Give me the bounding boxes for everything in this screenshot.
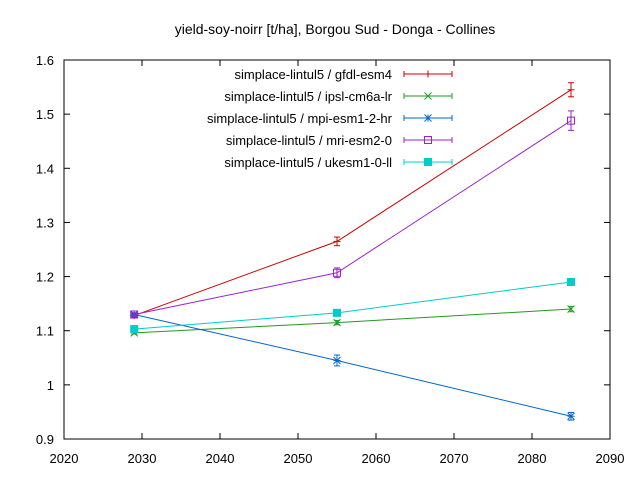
marker-filled-square bbox=[333, 308, 341, 317]
x-tick-label: 2090 bbox=[596, 451, 625, 466]
x-tick-2070: 2070 bbox=[440, 60, 469, 466]
x-tick-label: 2040 bbox=[206, 451, 235, 466]
series-4 bbox=[130, 110, 575, 319]
marker-box bbox=[567, 277, 575, 286]
y-tick-label: 1.1 bbox=[36, 324, 54, 339]
chart-title: yield-soy-noirr [t/ha], Borgou Sud - Don… bbox=[175, 21, 496, 37]
series-layer bbox=[130, 82, 575, 421]
y-tick-1.3: 1.3 bbox=[36, 215, 610, 230]
marker-filled-square bbox=[567, 277, 575, 286]
axes: 2020 2030 2040 2050 2060 2070 2080 2090 0.9 1 1.1 1… bbox=[36, 53, 625, 466]
marker-box bbox=[424, 158, 432, 166]
marker-stroke bbox=[424, 114, 432, 122]
x-tick-2090: 2090 bbox=[596, 60, 625, 466]
marker-box bbox=[333, 268, 341, 277]
x-tick-label: 2060 bbox=[362, 451, 391, 466]
marker-plus bbox=[567, 86, 575, 94]
x-tick-2040: 2040 bbox=[206, 60, 235, 466]
data-point bbox=[333, 308, 341, 317]
x-tick-label: 2070 bbox=[440, 451, 469, 466]
y-tick-1.6: 1.6 bbox=[36, 53, 610, 68]
legend-label: simplace-lintul5 / mri-esm2-0 bbox=[226, 133, 392, 148]
x-tick-2020: 2020 bbox=[50, 60, 79, 466]
data-point bbox=[333, 267, 341, 279]
marker-star bbox=[567, 412, 575, 421]
marker-cross bbox=[424, 92, 432, 100]
series-line bbox=[134, 313, 572, 417]
marker-stroke bbox=[567, 412, 575, 421]
legend-label: simplace-lintul5 / ukesm1-0-ll bbox=[224, 155, 392, 170]
x-tick-2060: 2060 bbox=[362, 60, 391, 466]
legend-entry-3: simplace-lintul5 / mpi-esm1-2-hr bbox=[207, 111, 453, 126]
series-2 bbox=[130, 305, 575, 337]
marker-filled-square bbox=[424, 158, 432, 166]
y-tick-label: 1.5 bbox=[36, 107, 54, 122]
marker-plus bbox=[424, 70, 432, 78]
x-tick-label: 2080 bbox=[518, 451, 547, 466]
y-tick-label: 1.6 bbox=[36, 53, 54, 68]
legend-entry-2: simplace-lintul5 / ipsl-cm6a-lr bbox=[224, 89, 453, 104]
plot-area bbox=[63, 59, 611, 440]
marker-box bbox=[130, 310, 139, 319]
data-point bbox=[333, 354, 341, 367]
y-tick-label: 1 bbox=[47, 378, 54, 393]
data-point bbox=[567, 305, 575, 313]
legend: simplace-lintul5 / gfdl-esm4 simplace-lin… bbox=[207, 67, 453, 170]
series-3 bbox=[130, 310, 575, 421]
y-tick-label: 1.4 bbox=[36, 161, 54, 176]
data-point bbox=[333, 318, 341, 327]
y-tick-label: 0.9 bbox=[36, 432, 54, 447]
y-tick-1.2: 1.2 bbox=[36, 270, 610, 285]
y-tick-label: 1.3 bbox=[36, 215, 54, 230]
marker-square bbox=[567, 116, 575, 125]
marker-star bbox=[424, 114, 432, 122]
marker-square bbox=[424, 136, 432, 144]
y-tick-1.1: 1.1 bbox=[36, 324, 610, 339]
data-point bbox=[333, 236, 341, 247]
marker-box bbox=[424, 136, 432, 144]
marker-star bbox=[333, 356, 341, 365]
marker-stroke bbox=[333, 318, 341, 327]
marker-plus bbox=[333, 237, 341, 245]
data-point bbox=[567, 277, 575, 286]
x-tick-2050: 2050 bbox=[284, 60, 313, 466]
series-line bbox=[134, 120, 572, 315]
x-tick-label: 2050 bbox=[284, 451, 313, 466]
data-point bbox=[130, 325, 139, 334]
marker-box bbox=[333, 308, 341, 317]
y-tick-1: 1 bbox=[47, 378, 610, 393]
marker-stroke bbox=[567, 305, 575, 313]
y-tick-1.4: 1.4 bbox=[36, 161, 610, 176]
y-tick-1.5: 1.5 bbox=[36, 107, 610, 122]
marker-stroke bbox=[333, 356, 341, 365]
marker-box bbox=[567, 116, 575, 125]
legend-label: simplace-lintul5 / mpi-esm1-2-hr bbox=[207, 111, 393, 126]
x-tick-label: 2030 bbox=[128, 451, 157, 466]
x-tick-2030: 2030 bbox=[128, 60, 157, 466]
marker-square bbox=[130, 310, 139, 319]
legend-entry-5: simplace-lintul5 / ukesm1-0-ll bbox=[224, 155, 453, 170]
x-tick-2080: 2080 bbox=[518, 60, 547, 466]
legend-entry-4: simplace-lintul5 / mri-esm2-0 bbox=[226, 133, 453, 148]
marker-cross bbox=[333, 318, 341, 327]
marker-stroke bbox=[424, 92, 432, 100]
y-tick-label: 1.2 bbox=[36, 270, 54, 285]
data-point bbox=[130, 310, 139, 319]
marker-filled-square bbox=[130, 325, 139, 334]
data-point bbox=[567, 82, 575, 98]
legend-label: simplace-lintul5 / gfdl-esm4 bbox=[234, 67, 392, 82]
x-tick-label: 2020 bbox=[50, 451, 79, 466]
marker-square bbox=[333, 268, 341, 277]
data-point bbox=[567, 110, 575, 131]
data-point bbox=[567, 411, 575, 421]
y-tick-0.9: 0.9 bbox=[36, 432, 610, 447]
marker-box bbox=[130, 325, 139, 334]
series-5 bbox=[130, 277, 575, 334]
marker-cross bbox=[567, 305, 575, 313]
legend-label: simplace-lintul5 / ipsl-cm6a-lr bbox=[224, 89, 392, 104]
legend-entry-1: simplace-lintul5 / gfdl-esm4 bbox=[234, 67, 453, 82]
